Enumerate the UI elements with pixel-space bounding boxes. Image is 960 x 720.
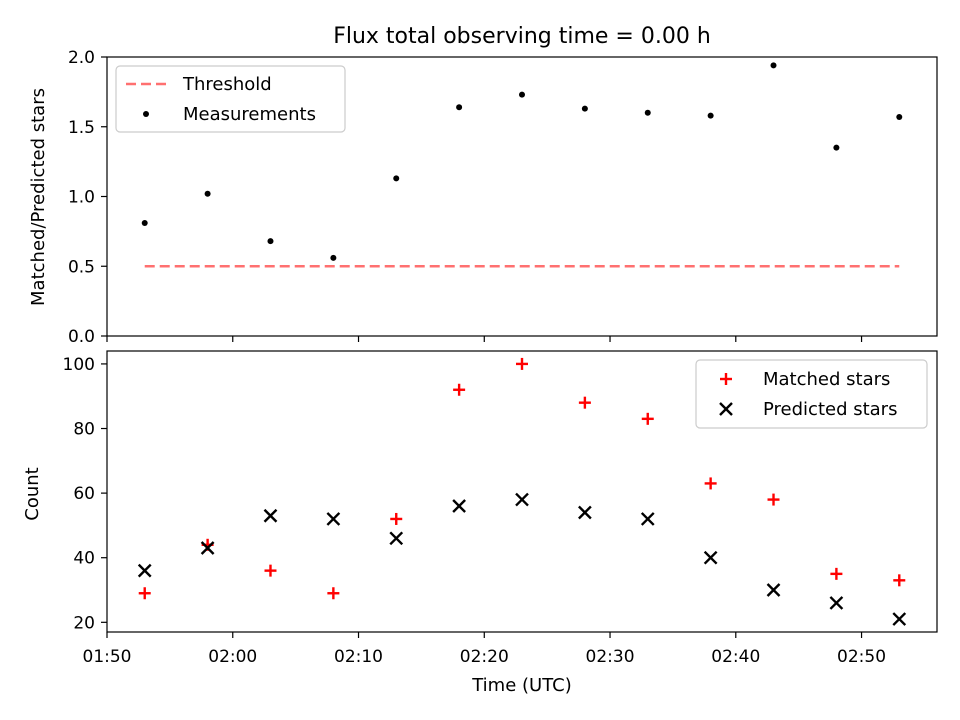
predicted-star-point <box>578 505 592 520</box>
bottom-y-tick-label: 60 <box>73 484 95 504</box>
predicted-star-point <box>829 596 844 610</box>
matched-star-point <box>516 357 528 370</box>
top-plot-frame <box>106 56 938 337</box>
predicted-star-point <box>263 508 278 523</box>
top-panel: 0.00.51.01.52.0 Matched/Predicted stars … <box>28 48 938 347</box>
matched-star-point <box>704 477 717 490</box>
predicted-star-point <box>640 512 655 526</box>
matched-star-point <box>767 493 780 506</box>
legend-predicted-cross <box>719 402 733 416</box>
predicted-star-point <box>200 541 215 555</box>
measurement-point <box>519 91 525 98</box>
chart-title: Flux total observing time = 0.00 h <box>333 24 711 49</box>
predicted-star-point <box>892 612 907 626</box>
x-tick-label: 02:20 <box>460 647 509 667</box>
legend-matched-plus <box>720 373 732 385</box>
predicted-star-point <box>766 583 781 597</box>
top-legend: Threshold Measurements <box>115 65 346 133</box>
predicted-star-point <box>137 563 152 578</box>
top-y-tick-label: 0.0 <box>68 327 95 347</box>
predicted-star-point <box>389 531 404 546</box>
predicted-star-point <box>703 550 718 565</box>
x-tick-label: 02:40 <box>711 647 760 667</box>
top-y-tick-label: 1.5 <box>68 118 95 138</box>
measurement-point <box>707 112 714 119</box>
predicted-star-point <box>326 512 341 526</box>
measurement-point <box>330 254 337 261</box>
top-y-tick-label: 0.5 <box>68 257 95 277</box>
predicted-star-point <box>515 492 529 507</box>
legend-measurements-marker <box>143 111 149 117</box>
legend-measurements-label: Measurements <box>183 104 316 125</box>
bottom-plot-frame <box>106 350 938 633</box>
x-tick-label: 02:00 <box>208 647 257 667</box>
measurement-point <box>204 190 211 197</box>
x-axis-label: Time (UTC) <box>471 675 572 696</box>
measurement-point <box>833 144 840 151</box>
x-tick-label: 01:50 <box>83 647 132 667</box>
matched-star-point <box>830 567 843 580</box>
bottom-y-tick-label: 100 <box>63 355 95 375</box>
measurement-point <box>141 220 148 227</box>
legend-matched-label: Matched stars <box>763 369 890 390</box>
matched-star-point <box>327 587 340 600</box>
bottom-y-axis-label: Count <box>22 467 43 520</box>
bottom-legend: Matched stars Predicted stars <box>695 359 928 429</box>
matched-star-point <box>893 574 906 587</box>
measurement-point <box>393 175 400 182</box>
matched-star-point <box>578 396 591 409</box>
legend-matched-marker <box>720 373 732 385</box>
matched-star-point <box>641 412 654 425</box>
measurement-point <box>456 104 463 111</box>
bottom-y-tick-label: 20 <box>73 613 95 633</box>
measurement-point <box>770 62 777 69</box>
bottom-legend-box <box>695 359 928 429</box>
top-legend-box <box>115 65 346 133</box>
measurement-point <box>896 113 903 120</box>
bottom-y-tick-label: 80 <box>73 420 95 440</box>
measurement-point <box>581 105 588 112</box>
matched-star-point <box>390 512 403 525</box>
bottom-y-tick-label: 40 <box>73 549 95 569</box>
x-tick-label: 02:30 <box>586 647 635 667</box>
measurement-point <box>267 238 274 245</box>
predicted-star-point <box>452 499 466 513</box>
top-y-tick-label: 2.0 <box>68 48 95 68</box>
x-tick-label: 02:10 <box>334 647 383 667</box>
matched-star-point <box>138 587 151 600</box>
legend-threshold-label: Threshold <box>182 74 272 95</box>
top-y-axis-label: Matched/Predicted stars <box>28 88 49 306</box>
top-y-tick-label: 1.0 <box>68 188 95 208</box>
x-tick-label: 02:50 <box>837 647 886 667</box>
matched-star-point <box>264 564 277 577</box>
legend-predicted-marker <box>719 402 733 416</box>
measurement-point <box>644 109 651 116</box>
bottom-panel: 20 40 60 80 100 01:50 02:00 02:10 02:20 02:30 02:4… <box>22 350 938 696</box>
matched-star-point <box>453 383 466 396</box>
legend-predicted-label: Predicted stars <box>763 399 897 420</box>
